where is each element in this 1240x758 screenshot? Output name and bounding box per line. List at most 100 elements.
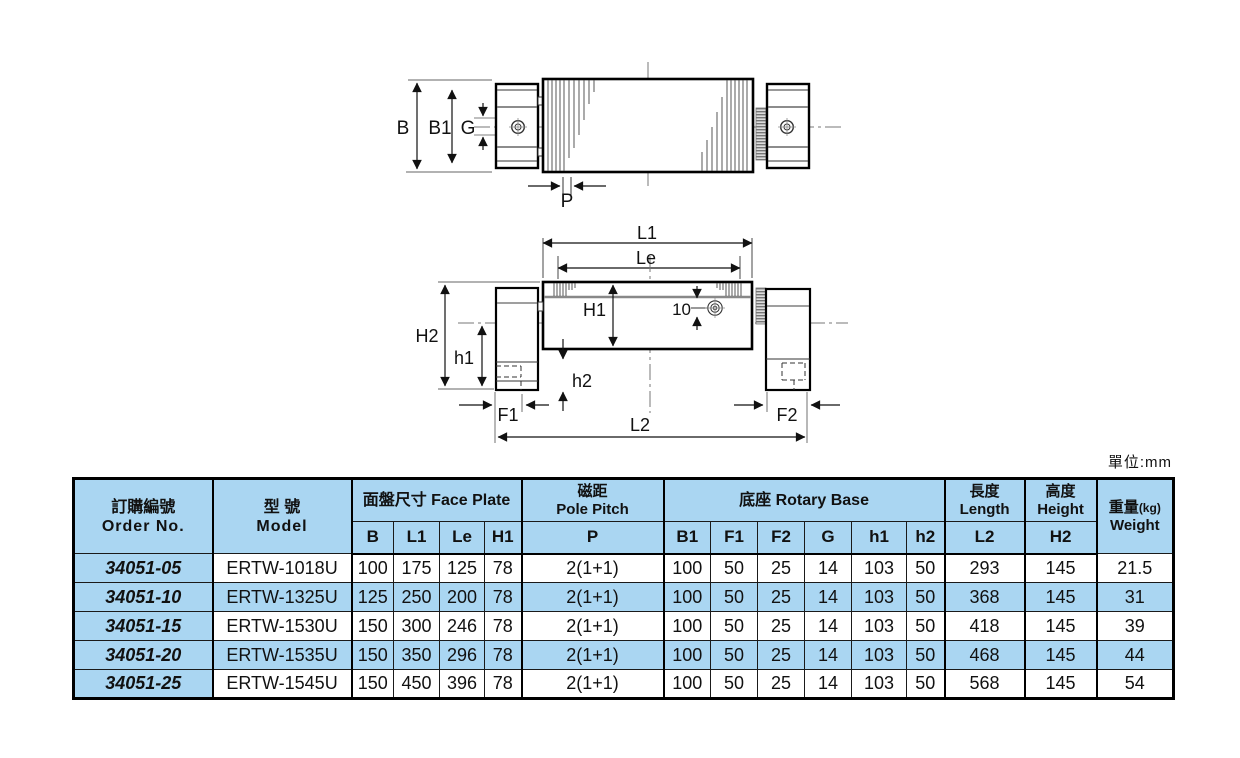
- sub-header-h2: h2: [906, 521, 946, 555]
- table-row: 34051-10 ERTW-1325U 125 250 200 78 2(1+1) 100 50…: [73, 582, 1175, 612]
- value-cell: 100: [663, 611, 712, 641]
- value-cell: 54: [1096, 669, 1175, 699]
- dim-label-F2: F2: [776, 405, 797, 425]
- value-cell: 450: [393, 669, 440, 699]
- dim-label-P: P: [561, 191, 574, 212]
- value-cell: 14: [804, 582, 853, 612]
- value-cell: 39: [1096, 611, 1175, 641]
- value-cell: 100: [663, 582, 712, 612]
- sub-header-L2: L2: [944, 521, 1026, 555]
- side-view: L1 Le H1 10 H2 h1 h2 F1 F2 L2: [415, 223, 848, 443]
- value-cell: 14: [804, 611, 853, 641]
- value-cell: 2(1+1): [521, 611, 665, 641]
- value-cell: 200: [439, 582, 485, 612]
- value-cell: 396: [439, 669, 485, 699]
- sub-header-F1: F1: [710, 521, 759, 555]
- col-header-model: 型 號 Model: [212, 478, 353, 554]
- sub-header-Le: Le: [439, 521, 485, 555]
- value-cell: 78: [483, 669, 523, 699]
- value-cell: 2(1+1): [521, 582, 665, 612]
- dim-label-10: 10: [672, 300, 691, 319]
- screw-icon: [705, 298, 725, 318]
- value-cell: 568: [944, 669, 1026, 699]
- order-no-cell: 34051-25: [73, 669, 214, 699]
- sub-header-G: G: [804, 521, 853, 555]
- col-header-height: 高度 Height: [1024, 478, 1098, 522]
- value-cell: 145: [1024, 611, 1098, 641]
- value-cell: 150: [351, 669, 394, 699]
- top-view: B B1 G P: [397, 62, 845, 212]
- table-row: 34051-20 ERTW-1535U 150 350 296 78 2(1+1) 100 50…: [73, 640, 1175, 670]
- value-cell: 50: [906, 640, 946, 670]
- value-cell: 50: [710, 611, 759, 641]
- screw-icon: [778, 118, 796, 136]
- sub-header-B: B: [351, 521, 394, 555]
- value-cell: 145: [1024, 582, 1098, 612]
- value-cell: 50: [710, 669, 759, 699]
- value-cell: 103: [851, 640, 908, 670]
- dim-label-L1: L1: [637, 223, 657, 243]
- dim-label-Le: Le: [636, 248, 656, 268]
- value-cell: 21.5: [1096, 553, 1175, 583]
- value-cell: 150: [351, 640, 394, 670]
- value-cell: 2(1+1): [521, 669, 665, 699]
- value-cell: 418: [944, 611, 1026, 641]
- value-cell: 25: [757, 611, 806, 641]
- value-cell: 25: [757, 669, 806, 699]
- value-cell: 25: [757, 553, 806, 583]
- col-group-rotary-base: 底座 Rotary Base: [663, 478, 946, 522]
- order-no-cell: 34051-05: [73, 553, 214, 583]
- value-cell: 2(1+1): [521, 553, 665, 583]
- sub-header-row: B L1 Le H1 P B1 F1 F2 G h1 h2 L2 H2: [74, 521, 1174, 555]
- model-cell: ERTW-1545U: [212, 669, 353, 699]
- value-cell: 50: [906, 553, 946, 583]
- value-cell: 78: [483, 582, 523, 612]
- dim-label-h2: h2: [572, 371, 592, 391]
- value-cell: 175: [393, 553, 440, 583]
- value-cell: 50: [710, 553, 759, 583]
- value-cell: 78: [483, 553, 523, 583]
- order-no-cell: 34051-20: [73, 640, 214, 670]
- value-cell: 25: [757, 582, 806, 612]
- value-cell: 50: [710, 582, 759, 612]
- spec-table-body: 34051-05 ERTW-1018U 100 175 125 78 2(1+1) 100 50…: [73, 553, 1175, 699]
- value-cell: 103: [851, 582, 908, 612]
- spec-table: 訂購編號 Order No. 型 號 Model 面盤尺寸 Face Plate…: [72, 477, 1176, 700]
- value-cell: 368: [944, 582, 1026, 612]
- value-cell: 145: [1024, 553, 1098, 583]
- dim-label-B: B: [397, 118, 410, 139]
- dim-label-F1: F1: [497, 405, 518, 425]
- table-row: 34051-15 ERTW-1530U 150 300 246 78 2(1+1) 100 50…: [73, 611, 1175, 641]
- sub-header-H2: H2: [1024, 521, 1098, 555]
- value-cell: 2(1+1): [521, 640, 665, 670]
- col-header-order-no: 訂購編號 Order No.: [73, 478, 214, 554]
- value-cell: 44: [1096, 640, 1175, 670]
- order-no-cell: 34051-10: [73, 582, 214, 612]
- value-cell: 103: [851, 553, 908, 583]
- order-no-cell: 34051-15: [73, 611, 214, 641]
- value-cell: 50: [906, 611, 946, 641]
- dim-label-h1: h1: [454, 348, 474, 368]
- value-cell: 103: [851, 611, 908, 641]
- dim-label-H1: H1: [583, 300, 606, 320]
- screw-icon: [509, 118, 527, 136]
- col-header-weight: 重量(kg) Weight: [1096, 478, 1175, 554]
- sub-header-H1: H1: [483, 521, 523, 555]
- value-cell: 100: [663, 553, 712, 583]
- value-cell: 250: [393, 582, 440, 612]
- value-cell: 246: [439, 611, 485, 641]
- value-cell: 150: [351, 611, 394, 641]
- dim-label-B1: B1: [428, 118, 451, 139]
- value-cell: 31: [1096, 582, 1175, 612]
- table-row: 34051-25 ERTW-1545U 150 450 396 78 2(1+1) 100 50…: [73, 669, 1175, 699]
- value-cell: 100: [663, 640, 712, 670]
- col-group-face-plate: 面盤尺寸 Face Plate: [350, 478, 523, 522]
- value-cell: 14: [804, 640, 853, 670]
- table-row: 34051-05 ERTW-1018U 100 175 125 78 2(1+1) 100 50…: [73, 553, 1175, 583]
- value-cell: 50: [906, 582, 946, 612]
- value-cell: 78: [483, 640, 523, 670]
- value-cell: 14: [804, 553, 853, 583]
- col-header-pole-pitch: 磁距 Pole Pitch: [521, 478, 665, 522]
- value-cell: 100: [663, 669, 712, 699]
